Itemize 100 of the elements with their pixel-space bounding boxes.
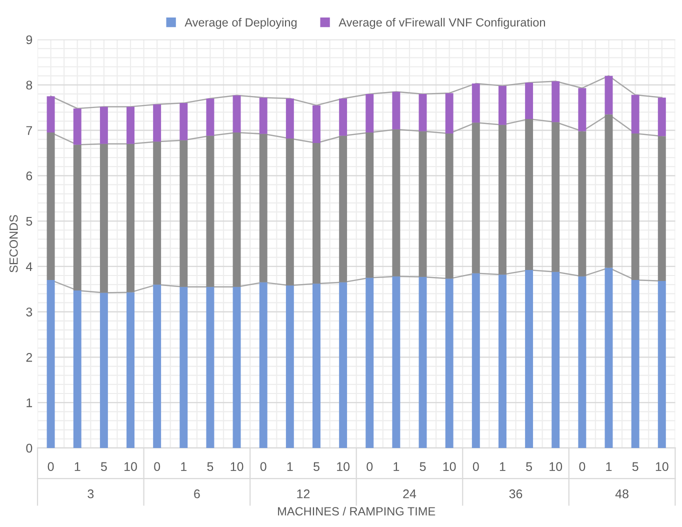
y-tick-label: 4 [26, 262, 32, 271]
x-tick-label: 10 [230, 462, 244, 472]
bar [418, 131, 427, 277]
y-tick-label: 6 [26, 171, 32, 180]
bar [604, 268, 613, 448]
text: 48 [615, 489, 628, 498]
bar [259, 98, 268, 134]
bar [472, 273, 480, 448]
bar [392, 92, 400, 130]
bar [206, 98, 214, 136]
bar [259, 282, 268, 448]
text: 24 [403, 489, 416, 498]
y-tick-label: 5 [26, 216, 32, 226]
bar [126, 292, 134, 448]
x-tick-label: 1 [74, 462, 80, 471]
bar [206, 286, 214, 448]
bar [46, 132, 55, 280]
bar [445, 278, 454, 448]
bar [339, 282, 348, 448]
legend-label: Average of vFirewall VNF Configuration [338, 18, 545, 29]
bar [498, 86, 506, 125]
bar [418, 276, 427, 448]
bar [339, 98, 348, 136]
bar [525, 118, 534, 270]
text: 6 [194, 489, 200, 498]
bar [312, 105, 320, 143]
bar [100, 144, 108, 293]
text: 3 [88, 489, 94, 498]
bar [578, 131, 586, 276]
bar [498, 124, 506, 275]
bar [46, 96, 55, 133]
y-tick-label: 3 [26, 308, 32, 316]
bar [392, 276, 400, 448]
bar [126, 144, 134, 292]
x-tick-label: 10 [337, 462, 350, 472]
bar [312, 142, 320, 284]
x-tick-label: 0 [579, 462, 586, 472]
bar [286, 138, 294, 286]
bar [232, 132, 241, 287]
bar [552, 81, 560, 122]
x-tick-label: 1 [606, 462, 612, 471]
bar [525, 82, 534, 119]
bar [552, 272, 560, 448]
x-tick-label: 5 [314, 462, 320, 472]
bar [286, 285, 294, 448]
x-tick-label: 0 [366, 462, 373, 472]
bar [100, 106, 108, 144]
bar [312, 284, 320, 448]
bar [525, 270, 534, 448]
bar [126, 106, 134, 144]
bar [339, 136, 348, 282]
bar [658, 136, 666, 281]
bar [153, 142, 162, 285]
x-tick-label: 5 [100, 462, 107, 472]
bar [180, 286, 188, 448]
x-tick-label: 0 [154, 462, 160, 472]
bar [286, 98, 294, 138]
bar [658, 98, 666, 136]
bar [604, 76, 613, 114]
x-tick-label: 0 [48, 462, 54, 472]
x-axis-title: MACHINES / RAMPING TIME [278, 506, 436, 516]
bar [232, 95, 241, 133]
bar [445, 93, 454, 134]
legend-label: Average of Deploying [184, 18, 297, 29]
bar [366, 278, 374, 448]
y-axis-title: SECONDS [9, 215, 18, 272]
x-tick-label: 5 [207, 462, 214, 472]
bar [392, 129, 400, 276]
bar [153, 284, 162, 448]
bar [498, 274, 506, 448]
bar [73, 108, 82, 145]
bar [631, 94, 640, 134]
bar [552, 122, 560, 272]
bar [259, 134, 268, 282]
text: 36 [509, 489, 522, 498]
bar [366, 132, 374, 278]
x-tick-label: 5 [526, 462, 532, 472]
bar [73, 144, 82, 290]
x-tick-label: 5 [632, 462, 638, 472]
x-tick-label: 10 [124, 462, 137, 472]
x-tick-label: 1 [500, 462, 506, 471]
bar [472, 122, 480, 274]
bar [100, 292, 108, 448]
y-tick-label: 1 [26, 398, 32, 408]
bar [578, 88, 586, 132]
bar [604, 114, 613, 268]
bar [366, 94, 374, 133]
bar [445, 133, 454, 279]
bar [232, 286, 241, 448]
bar [46, 280, 55, 448]
text: 12 [297, 489, 310, 498]
bar [73, 290, 82, 448]
bar [418, 94, 427, 132]
bar [472, 84, 480, 123]
y-tick-label: 0 [26, 444, 32, 453]
bar [180, 140, 188, 287]
x-tick-label: 10 [443, 462, 456, 472]
bar [578, 276, 586, 448]
y-tick-label: 9 [26, 35, 32, 44]
bar [206, 136, 214, 287]
